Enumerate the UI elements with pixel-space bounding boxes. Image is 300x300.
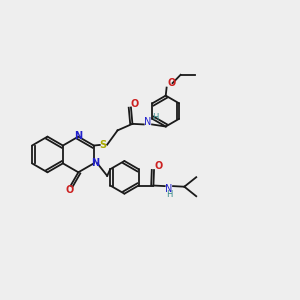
Text: O: O: [154, 161, 162, 172]
Text: S: S: [100, 140, 107, 150]
Text: N: N: [144, 117, 152, 127]
Text: N: N: [92, 158, 100, 168]
Text: O: O: [65, 185, 73, 195]
Text: H: H: [152, 113, 158, 122]
Text: O: O: [131, 99, 139, 109]
Text: N: N: [74, 131, 83, 141]
Text: N: N: [165, 184, 172, 194]
Text: O: O: [167, 78, 176, 88]
Text: H: H: [166, 190, 173, 199]
